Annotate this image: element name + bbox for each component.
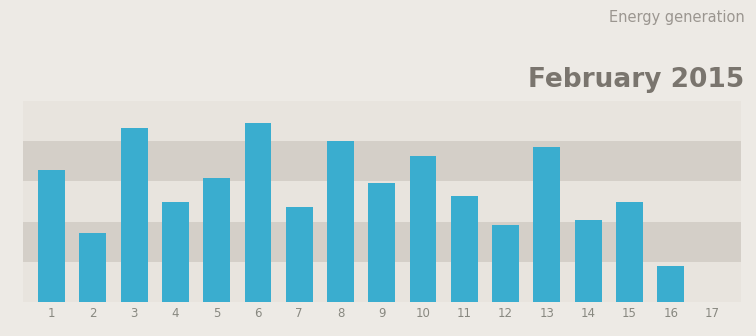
Bar <box>616 202 643 302</box>
Bar <box>244 123 271 302</box>
Bar <box>492 225 519 302</box>
Bar <box>38 170 65 302</box>
Bar <box>23 222 741 262</box>
Bar <box>162 202 189 302</box>
Bar <box>327 141 354 302</box>
Bar <box>534 146 560 302</box>
Bar <box>575 220 602 302</box>
Bar <box>286 207 313 302</box>
Text: Energy generation: Energy generation <box>609 10 745 25</box>
Bar <box>203 178 230 302</box>
Text: February 2015: February 2015 <box>528 67 745 93</box>
Bar <box>121 128 147 302</box>
Bar <box>410 156 436 302</box>
Bar <box>23 181 741 222</box>
Bar <box>657 266 684 302</box>
Bar <box>79 233 107 302</box>
Bar <box>23 101 741 141</box>
Bar <box>451 196 478 302</box>
Bar <box>23 141 741 181</box>
Bar <box>23 262 741 302</box>
Bar <box>368 183 395 302</box>
